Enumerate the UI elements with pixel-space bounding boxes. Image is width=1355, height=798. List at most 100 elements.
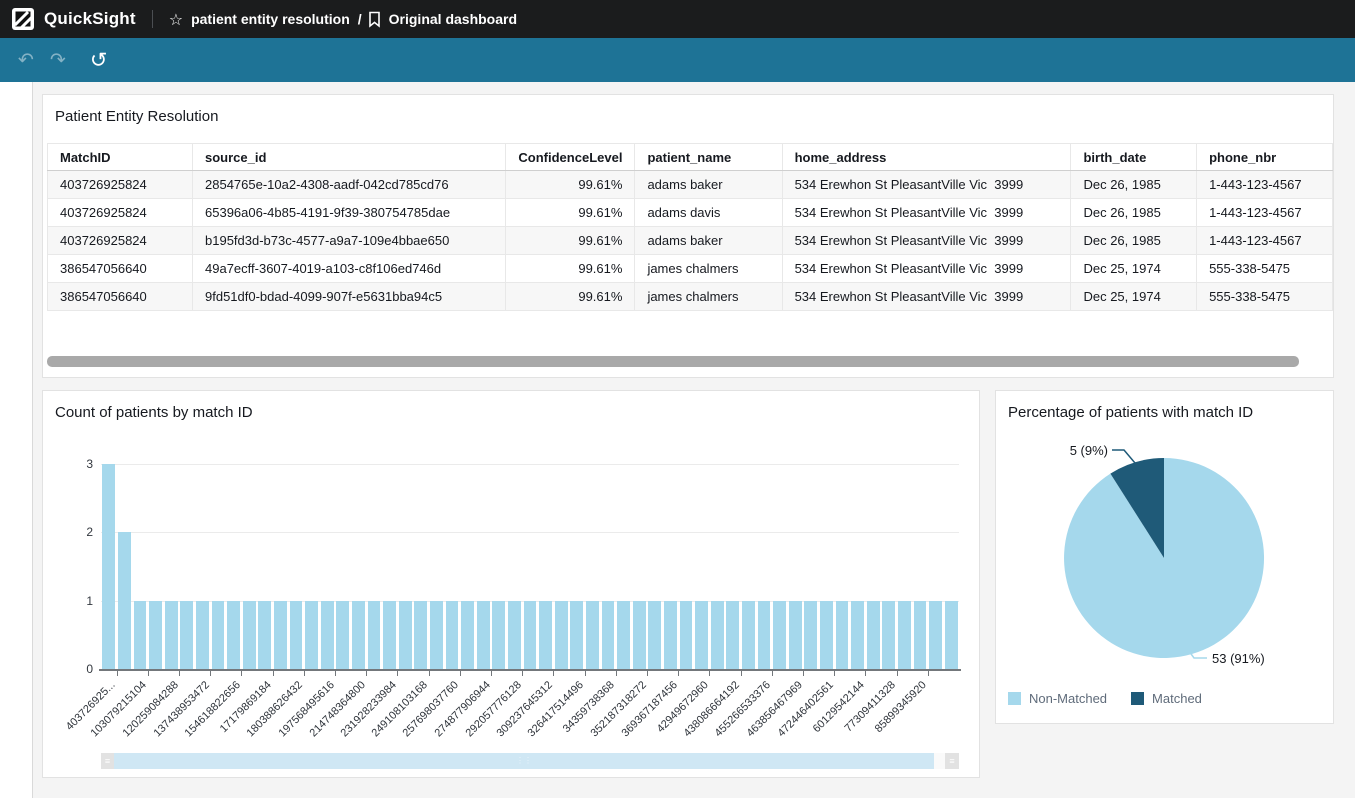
bar[interactable]: [554, 600, 568, 669]
bar[interactable]: [820, 600, 833, 669]
bar[interactable]: [679, 600, 693, 669]
bar[interactable]: [898, 600, 911, 669]
x-axis-tick: [678, 671, 680, 676]
bar[interactable]: [352, 600, 365, 669]
table-row[interactable]: 403726925824 b195fd3d-b73c-4577-a9a7-109e…: [47, 226, 1333, 255]
bar[interactable]: [570, 600, 584, 669]
undo-button[interactable]: ↶: [18, 48, 34, 71]
pie-slice-matched[interactable]: [1110, 458, 1164, 558]
table-row[interactable]: 403726925824 2854765e-10a2-4308-aadf-042c…: [47, 170, 1333, 199]
bar[interactable]: [726, 600, 740, 669]
bar[interactable]: [398, 600, 412, 669]
bar[interactable]: [695, 600, 708, 669]
x-axis-tick: [116, 671, 118, 676]
pie-legend: Non-Matched Matched: [1008, 691, 1202, 706]
bar[interactable]: [632, 600, 646, 669]
table-cell: 2854765e-10a2-4308-aadf-042cd785cd76: [191, 170, 507, 199]
bar[interactable]: [882, 600, 896, 669]
bar[interactable]: [180, 600, 194, 669]
table-cell: 99.61%: [505, 170, 636, 199]
bar[interactable]: [929, 600, 942, 669]
bar[interactable]: [196, 600, 209, 669]
redo-button[interactable]: ↷: [49, 48, 66, 71]
column-header-home_address[interactable]: home_address: [781, 143, 1072, 171]
bar[interactable]: [788, 600, 802, 669]
column-header-matchid[interactable]: MatchID: [47, 143, 193, 171]
reset-refresh-button[interactable]: ↺: [89, 47, 108, 72]
bar[interactable]: [742, 600, 755, 669]
x-axis-tick: [709, 671, 711, 676]
bar[interactable]: [617, 600, 630, 669]
bar[interactable]: [227, 600, 240, 669]
header-divider: [151, 10, 153, 28]
bar[interactable]: [430, 600, 443, 669]
legend-label-non-matched: Non-Matched: [1029, 691, 1108, 706]
table-row[interactable]: 403726925824 65396a06-4b85-4191-9f39-3807…: [47, 198, 1333, 227]
bar[interactable]: [461, 600, 474, 669]
table-row[interactable]: 386547056640 9fd51df0-bdad-4099-907f-e563…: [47, 282, 1333, 311]
table-cell: 534 Erewhon St PleasantVille Vic 3999: [781, 226, 1072, 255]
bar[interactable]: [414, 600, 428, 669]
bar[interactable]: [664, 600, 677, 669]
bar[interactable]: [523, 600, 537, 669]
bar[interactable]: [320, 600, 334, 669]
column-header-confidencelevel[interactable]: ConfidenceLevel: [505, 143, 636, 171]
bar[interactable]: [274, 600, 287, 669]
bar[interactable]: [710, 600, 724, 669]
bar[interactable]: [164, 600, 178, 669]
bar[interactable]: [539, 600, 552, 669]
bar[interactable]: [367, 600, 381, 669]
zoom-handle-left-icon[interactable]: ≡: [101, 753, 114, 769]
bar[interactable]: [445, 600, 459, 669]
bar[interactable]: [913, 600, 927, 669]
bar[interactable]: [211, 600, 225, 669]
bar[interactable]: [508, 600, 521, 669]
zoom-scrollbar-thumb[interactable]: ⋮⋮: [114, 753, 934, 769]
quicksight-logo[interactable]: [12, 8, 34, 30]
bar[interactable]: [242, 600, 256, 669]
bar[interactable]: [866, 600, 880, 669]
zoom-handle-right-icon[interactable]: ≡: [945, 753, 959, 769]
column-header-phone_nbr[interactable]: phone_nbr: [1196, 143, 1333, 171]
bar[interactable]: [773, 600, 786, 669]
legend-item-non-matched[interactable]: Non-Matched: [1008, 691, 1107, 706]
column-header-source_id[interactable]: source_id: [191, 143, 507, 171]
bar[interactable]: [102, 464, 116, 669]
column-header-birth_date[interactable]: birth_date: [1070, 143, 1198, 171]
bar[interactable]: [476, 600, 490, 669]
bar[interactable]: [289, 600, 303, 669]
x-axis-tick: [803, 671, 804, 676]
breadcrumb-analysis-name[interactable]: patient entity resolution: [191, 11, 350, 27]
bar[interactable]: [804, 600, 818, 669]
bar[interactable]: [383, 600, 396, 669]
bar[interactable]: [601, 600, 615, 669]
bar[interactable]: [757, 600, 771, 669]
y-axis-tick-label: 1: [86, 593, 93, 608]
bar[interactable]: [258, 600, 272, 669]
pie-slice-non-matched[interactable]: [1064, 458, 1265, 658]
legend-item-matched[interactable]: Matched: [1131, 691, 1202, 706]
bar[interactable]: [305, 600, 318, 669]
bar[interactable]: [336, 600, 350, 669]
bar[interactable]: [648, 600, 662, 669]
pie-chart-card: Percentage of patients with match ID 5 (…: [995, 390, 1334, 724]
x-axis-tick: [896, 671, 898, 676]
breadcrumb-dashboard-name: Original dashboard: [388, 11, 518, 27]
table-title: Patient Entity Resolution: [55, 108, 219, 125]
bar[interactable]: [133, 600, 147, 669]
bar[interactable]: [944, 600, 958, 669]
table-row[interactable]: 386547056640 49a7ecff-3607-4019-a103-c8f1…: [47, 254, 1333, 283]
bar[interactable]: [835, 600, 849, 669]
column-header-patient_name[interactable]: patient_name: [634, 143, 783, 171]
bar[interactable]: [149, 600, 162, 669]
bar[interactable]: [586, 600, 599, 669]
pie-chart-title: Percentage of patients with match ID: [1008, 404, 1254, 421]
table-horizontal-scrollbar[interactable]: [47, 356, 1299, 367]
table-cell: 99.61%: [505, 198, 636, 227]
bar[interactable]: [851, 600, 864, 669]
bar[interactable]: [492, 600, 506, 669]
x-axis-tick: [428, 671, 430, 676]
table-cell: 1-443-123-4567: [1196, 198, 1333, 227]
bar[interactable]: [118, 532, 131, 669]
favorite-star-icon[interactable]: ☆: [168, 9, 184, 29]
